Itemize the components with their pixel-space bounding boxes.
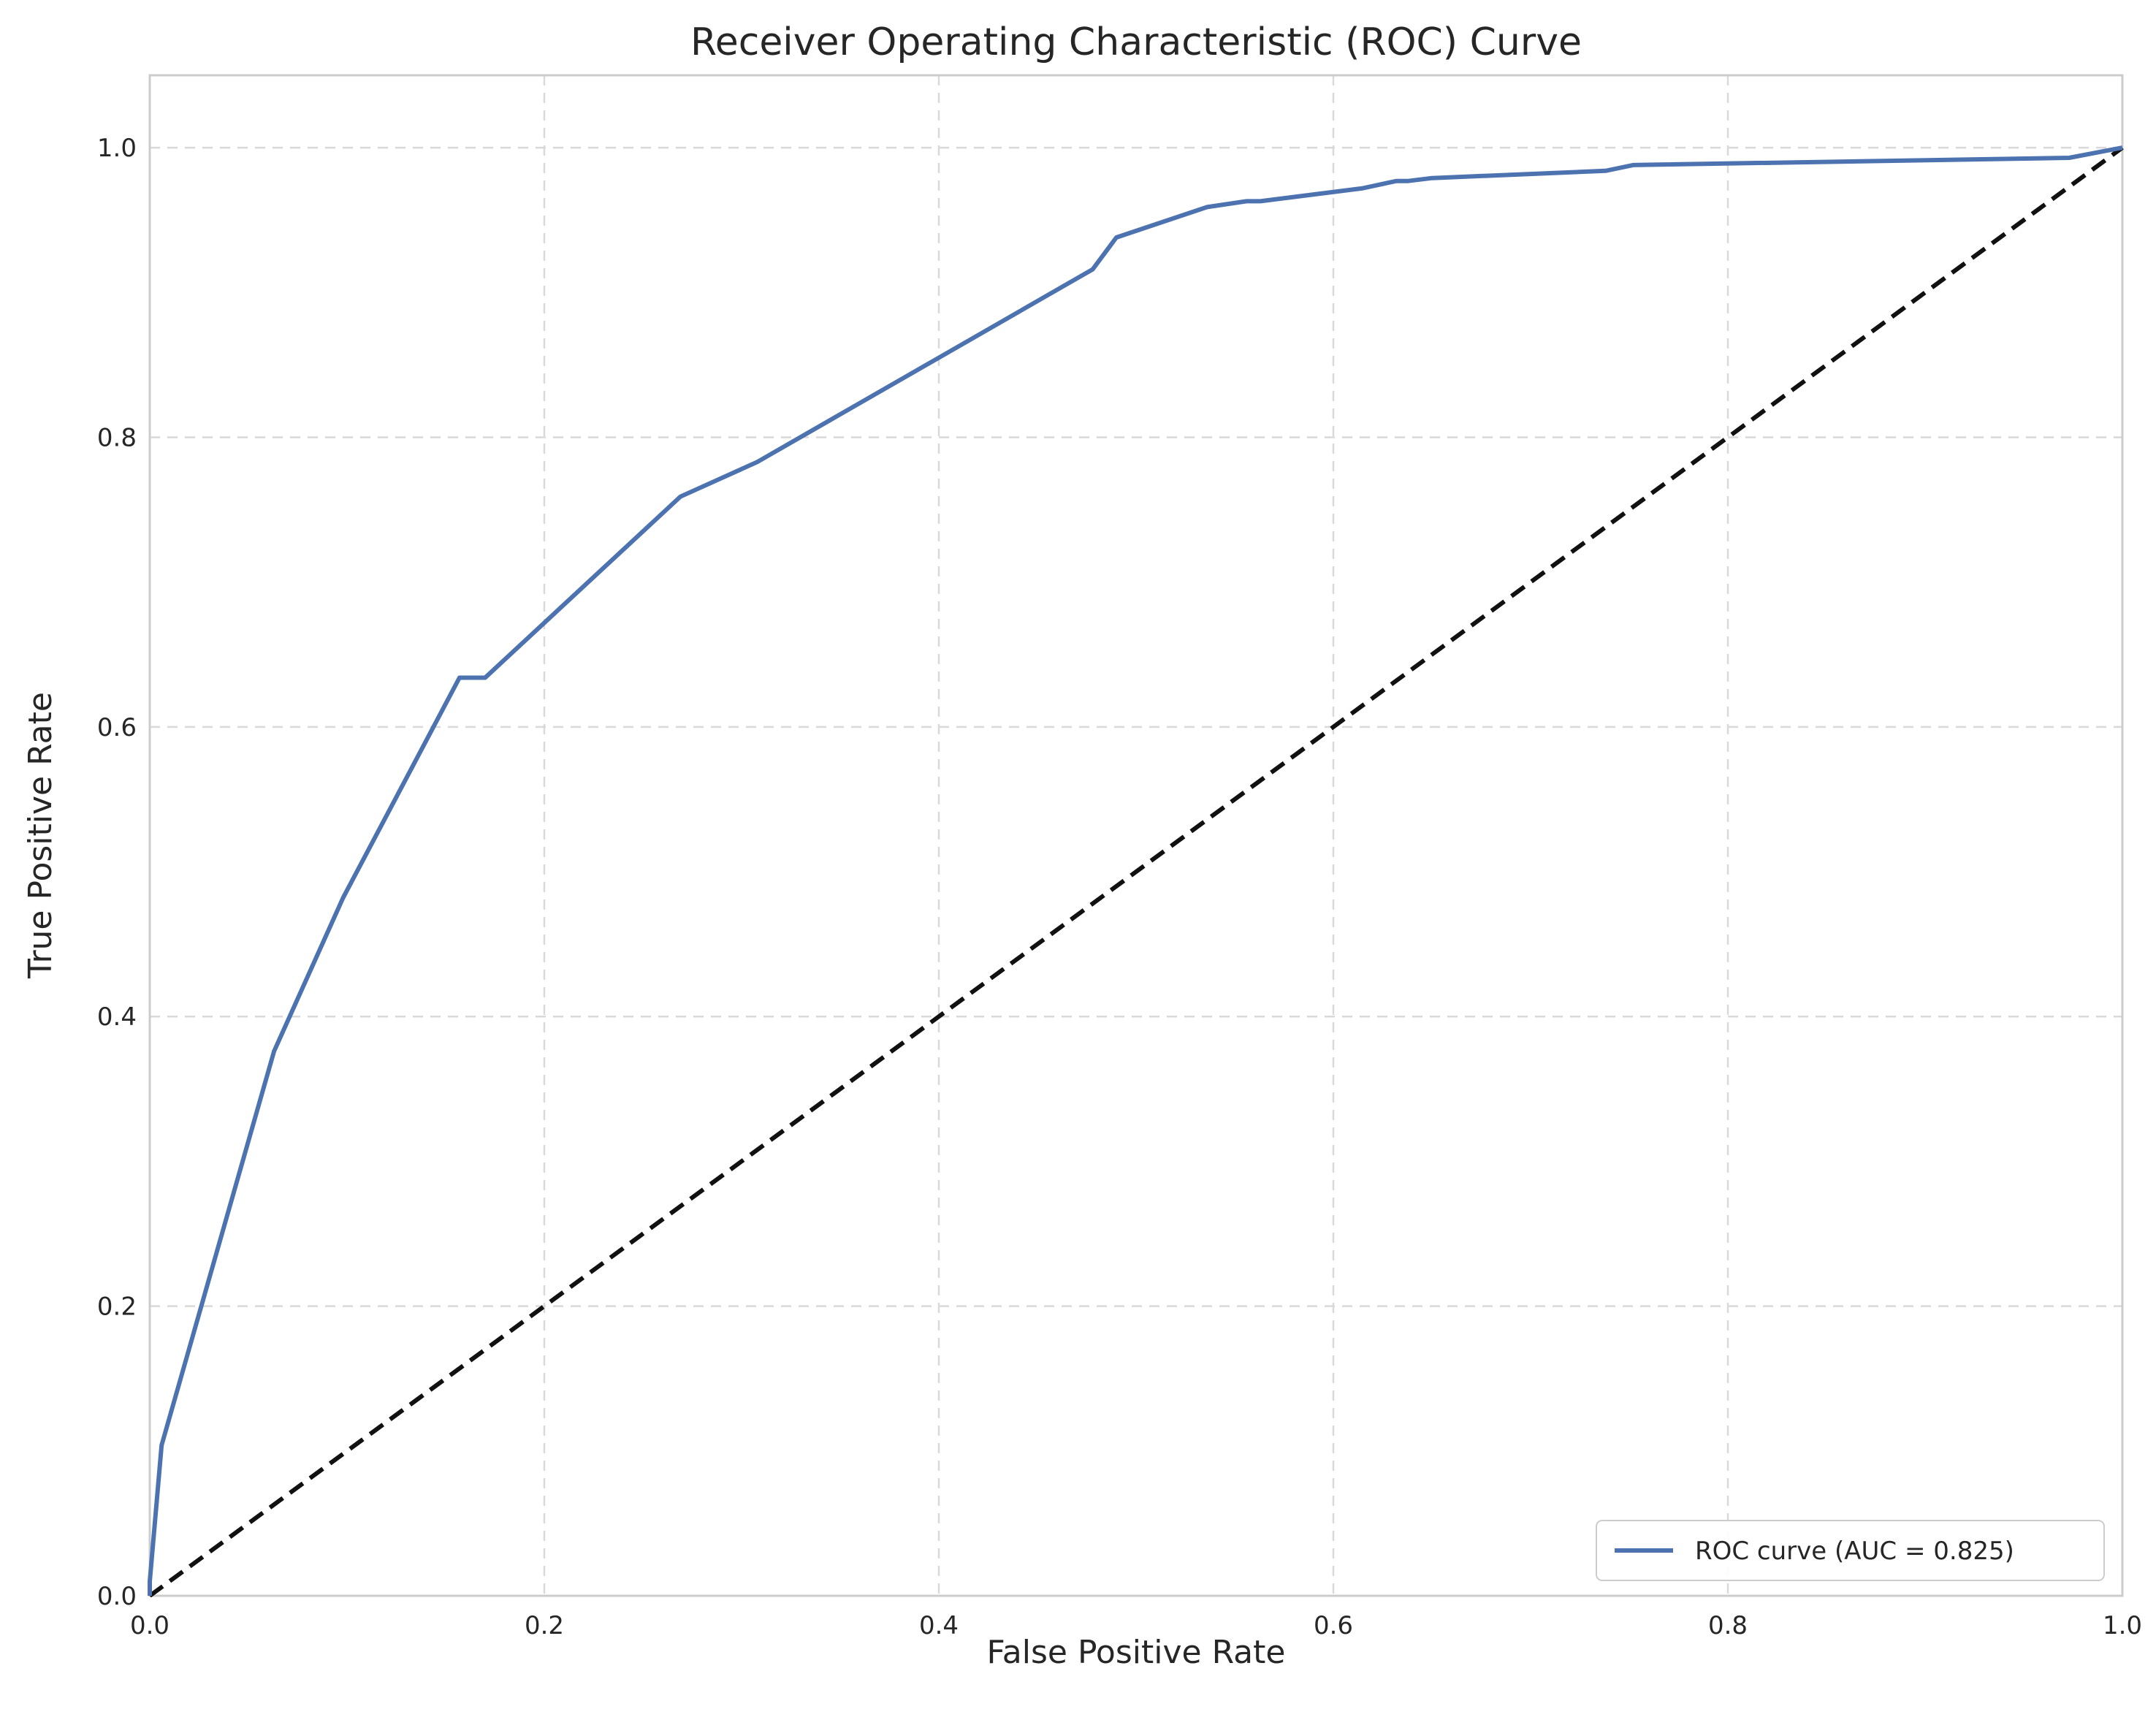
grid-lines	[148, 75, 2124, 1597]
chance-diagonal-line	[148, 145, 2124, 1598]
y-tick-label: 0.6	[97, 713, 137, 742]
x-tick-label: 0.6	[1314, 1611, 1353, 1640]
chart-title: Receiver Operating Characteristic (ROC) …	[690, 20, 1582, 64]
x-tick-label: 0.0	[130, 1611, 169, 1640]
y-tick-label: 0.4	[97, 1002, 137, 1032]
x-axis-ticks: 0.0 0.2 0.4 0.6 0.8 1.0	[130, 1611, 2142, 1640]
series-layer	[148, 145, 2124, 1598]
legend-entry-roc: ROC curve (AUC = 0.825)	[1695, 1537, 2014, 1566]
legend: ROC curve (AUC = 0.825)	[1596, 1520, 2105, 1581]
y-axis-label: True Positive Rate	[22, 692, 59, 979]
y-tick-label: 1.0	[97, 134, 137, 163]
y-tick-label: 0.8	[97, 423, 137, 452]
y-axis-ticks: 0.0 0.2 0.4 0.6 0.8 1.0	[97, 134, 137, 1611]
series-roc-curve	[148, 145, 2123, 1596]
x-axis-label: False Positive Rate	[987, 1634, 1286, 1671]
x-tick-label: 0.8	[1708, 1611, 1748, 1640]
y-tick-label: 0.2	[97, 1293, 137, 1322]
legend-box	[1596, 1520, 2105, 1581]
x-tick-label: 0.2	[525, 1611, 564, 1640]
x-tick-label: 1.0	[2103, 1611, 2142, 1640]
x-tick-label: 0.4	[919, 1611, 959, 1640]
y-tick-label: 0.0	[97, 1582, 137, 1611]
plot-frame	[148, 74, 2124, 1597]
